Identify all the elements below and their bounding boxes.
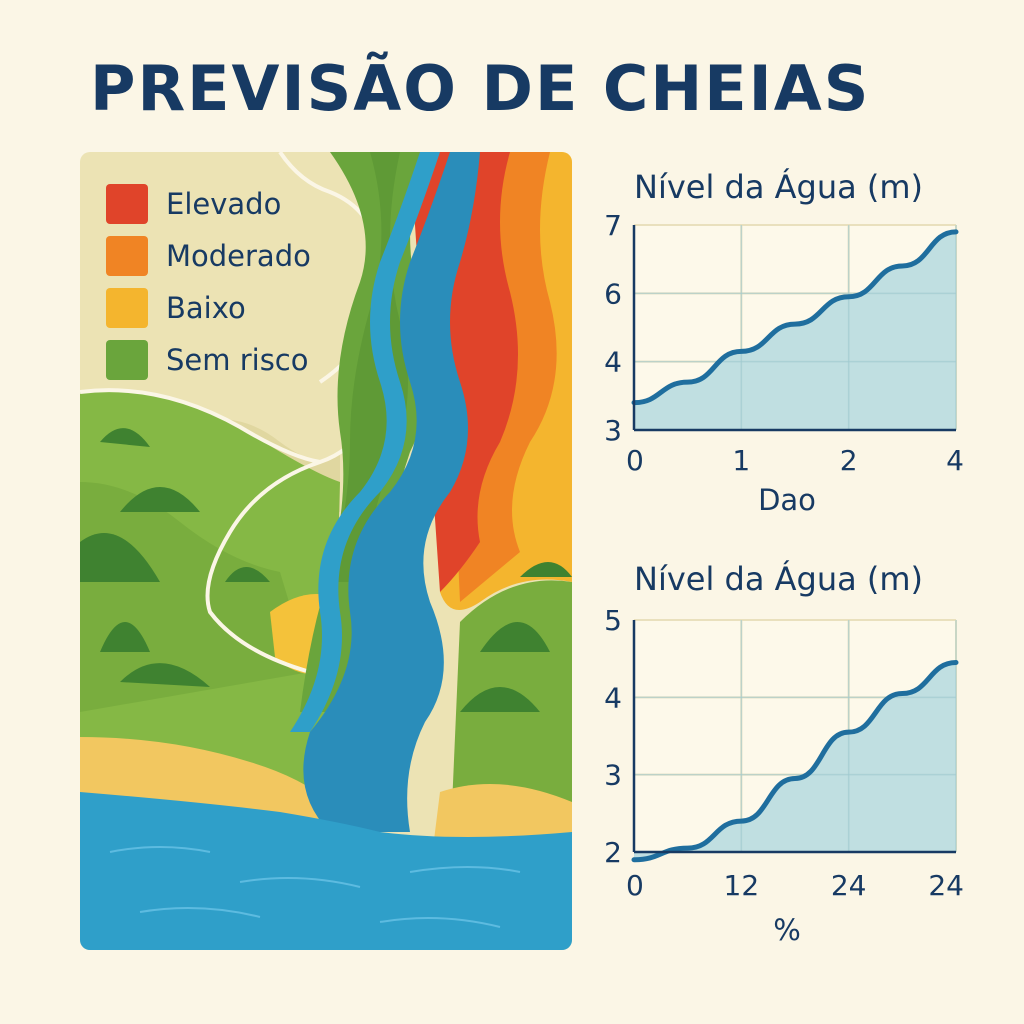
x-tick-label: 2 [840, 444, 858, 477]
series-line [631, 229, 959, 406]
x-tick-label: 0 [626, 444, 644, 477]
y-tick-label: 2 [604, 836, 622, 869]
legend: Elevado Moderado Baixo Sem risco [106, 178, 311, 386]
x-tick-label: 24 [928, 869, 964, 902]
series-area [634, 662, 956, 860]
x-tick-label: 12 [724, 869, 760, 902]
y-tick-label: 3 [604, 759, 622, 792]
legend-label: Sem risco [166, 343, 309, 377]
chart-2: 2 3 4 5 0 12 24 24% [604, 604, 964, 947]
y-tick-label: 7 [604, 209, 622, 242]
x-tick-label: 0 [626, 869, 644, 902]
y-tick-label: 5 [604, 604, 622, 637]
chart-1: 3 4 6 7 0 1 2 4 Dao [604, 209, 964, 515]
x-axis-label: Dao [758, 483, 816, 515]
series-line [631, 660, 959, 863]
legend-swatch [106, 236, 148, 276]
page-title: PREVISÃO DE CHEIAS [90, 52, 871, 125]
x-axis-label: % [773, 913, 801, 947]
flood-map [80, 152, 572, 950]
legend-swatch [106, 184, 148, 224]
legend-item-sem-risco: Sem risco [106, 334, 311, 386]
legend-item-moderado: Moderado [106, 230, 311, 282]
legend-swatch [106, 288, 148, 328]
x-tick-label: 1 [732, 444, 750, 477]
legend-label: Elevado [166, 187, 282, 221]
legend-label: Moderado [166, 239, 311, 273]
chart-1-title: Nível da Água (m) [634, 168, 924, 206]
chart-2-title: Nível da Água (m) [634, 560, 924, 598]
legend-item-elevado: Elevado [106, 178, 311, 230]
x-tick-label: 4 [946, 444, 964, 477]
y-tick-label: 4 [604, 681, 622, 714]
x-tick-label: 24 [831, 869, 867, 902]
legend-item-baixo: Baixo [106, 282, 311, 334]
flood-map-illustration [80, 152, 572, 950]
y-tick-label: 4 [604, 346, 622, 379]
legend-swatch [106, 340, 148, 380]
legend-label: Baixo [166, 291, 246, 325]
y-tick-label: 3 [604, 414, 622, 447]
y-tick-label: 6 [604, 277, 622, 310]
